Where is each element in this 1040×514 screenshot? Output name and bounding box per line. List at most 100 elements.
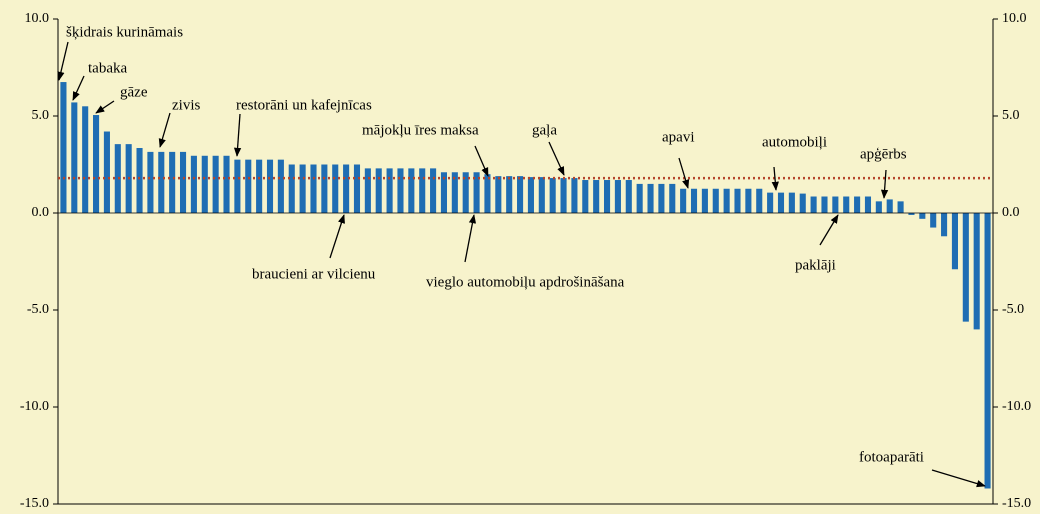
annotation: vieglo automobiļu apdrošināšana — [426, 274, 625, 290]
bar — [506, 176, 513, 213]
bar — [364, 168, 371, 213]
bar — [332, 164, 339, 213]
y2-tick-label: 5.0 — [1002, 108, 1020, 123]
bar — [190, 155, 197, 213]
bar — [799, 193, 806, 213]
bar — [484, 174, 491, 213]
annotation-arrow — [158, 112, 171, 148]
annotation-arrow — [329, 214, 345, 259]
bar — [71, 102, 78, 213]
bar — [234, 159, 241, 213]
annotation: tabaka — [88, 60, 127, 76]
bar — [440, 172, 448, 213]
bar — [201, 155, 208, 213]
bar — [821, 196, 828, 213]
bar — [288, 164, 295, 213]
bar — [593, 180, 600, 213]
y2-tick-label: -15.0 — [1002, 496, 1031, 511]
bar — [571, 178, 578, 213]
bar — [60, 82, 67, 213]
bar — [277, 159, 284, 213]
y2-tick-label: 0.0 — [1002, 205, 1020, 220]
bar — [603, 180, 611, 213]
bar — [951, 213, 958, 270]
bar — [343, 164, 350, 213]
bar — [854, 196, 861, 213]
bar — [430, 168, 437, 213]
bar — [245, 159, 252, 213]
annotation: braucieni ar vilcienu — [252, 266, 376, 282]
annotation-arrow — [474, 145, 489, 177]
bar — [777, 192, 785, 213]
bar — [984, 213, 991, 489]
annotation: šķidrais kurināmais — [66, 24, 183, 40]
y-tick-label: -15.0 — [20, 496, 49, 511]
bar — [103, 131, 110, 213]
bar — [843, 196, 850, 213]
annotation: gaļa — [532, 122, 557, 138]
bar — [538, 177, 545, 213]
bar — [625, 180, 632, 213]
bar — [767, 192, 774, 213]
bar — [908, 213, 915, 215]
bar — [962, 213, 969, 322]
bar — [451, 172, 458, 213]
bar — [321, 164, 328, 213]
annotation-arrow — [931, 469, 986, 488]
bar — [408, 168, 415, 213]
bar — [701, 188, 708, 213]
bar — [517, 176, 524, 213]
bar — [136, 148, 143, 213]
bar — [386, 168, 393, 213]
annotation: fotoaparāti — [859, 449, 924, 465]
bar — [875, 201, 882, 213]
y-tick-label: 0.0 — [32, 205, 50, 220]
bar — [179, 151, 187, 213]
y-tick-label: -10.0 — [20, 399, 49, 414]
bar — [669, 183, 676, 213]
annotation-arrow — [464, 214, 477, 263]
bar — [266, 159, 274, 213]
bar — [864, 196, 872, 213]
annotation-arrow — [819, 214, 839, 246]
bar — [82, 106, 89, 213]
bar — [973, 213, 980, 330]
bar — [223, 155, 230, 213]
annotation: restorāni un kafejnīcas — [236, 97, 372, 113]
bar — [256, 159, 263, 213]
bar — [636, 183, 643, 213]
bar — [212, 155, 219, 213]
y-tick-label: 10.0 — [25, 11, 50, 26]
bar — [886, 199, 893, 213]
bar — [745, 188, 752, 213]
bar — [299, 164, 306, 213]
annotation: gāze — [120, 84, 148, 100]
bar — [473, 172, 480, 213]
bar — [647, 183, 654, 213]
bar — [734, 188, 741, 213]
bar — [93, 115, 100, 213]
bar — [582, 180, 589, 213]
annotation-arrow — [771, 166, 779, 191]
annotation: zivis — [172, 97, 200, 113]
bar — [147, 151, 154, 213]
bar — [114, 144, 121, 213]
bar — [756, 188, 763, 213]
bar — [810, 196, 817, 213]
bar — [723, 188, 730, 213]
bar — [397, 168, 404, 213]
annotation-arrow — [233, 113, 242, 157]
bar — [658, 183, 665, 213]
bar — [788, 192, 795, 213]
bar — [353, 164, 361, 213]
annotation: automobiļi — [762, 134, 827, 150]
annotation-arrow — [95, 100, 115, 114]
annotation-arrow — [880, 169, 889, 199]
annotation-arrow — [72, 75, 85, 101]
bar — [375, 168, 382, 213]
y2-tick-label: -5.0 — [1002, 302, 1024, 317]
bar — [614, 180, 621, 213]
bar — [941, 213, 948, 237]
bar — [462, 172, 469, 213]
